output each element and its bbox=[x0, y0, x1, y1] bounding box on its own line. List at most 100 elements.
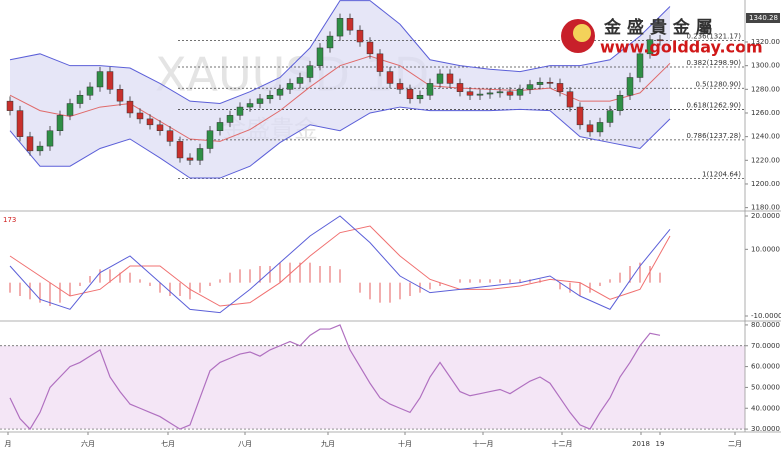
candle-body bbox=[586, 124, 594, 133]
y-tick-label: 1260.00 bbox=[751, 109, 780, 117]
x-tick-label: 十月 bbox=[398, 439, 412, 448]
candle-body bbox=[566, 91, 574, 108]
x-tick-label: 19 bbox=[656, 440, 665, 448]
x-tick-label: 十二月 bbox=[552, 439, 573, 448]
x-tick-label: 二月 bbox=[728, 440, 742, 448]
candle-body bbox=[136, 112, 144, 120]
candle-body bbox=[516, 89, 524, 96]
x-tick-label: 七月 bbox=[161, 439, 175, 448]
y-tick-label: 80.0000 bbox=[751, 321, 780, 329]
y-tick-label: 40.0000 bbox=[751, 404, 780, 412]
candle-body bbox=[596, 122, 604, 133]
candle-body bbox=[366, 41, 374, 55]
candle-body bbox=[396, 83, 404, 90]
x-tick-label: 六月 bbox=[81, 439, 95, 448]
fib-label: 0.618(1262.90) bbox=[687, 102, 742, 110]
candle-body bbox=[416, 94, 424, 100]
candle-body bbox=[446, 73, 454, 84]
y-tick-label: 1280.00 bbox=[751, 85, 780, 93]
candle-body bbox=[216, 122, 224, 131]
candle-body bbox=[646, 39, 654, 55]
candle-body bbox=[96, 71, 104, 88]
candle-body bbox=[326, 35, 334, 49]
signal-line bbox=[9, 225, 671, 307]
candle-body bbox=[466, 91, 474, 96]
candle-body bbox=[106, 71, 114, 90]
candle-body bbox=[346, 18, 354, 31]
candle-body bbox=[546, 81, 554, 84]
candle-body bbox=[406, 89, 414, 100]
candle-body bbox=[146, 118, 154, 126]
candle-body bbox=[656, 39, 664, 42]
y-tick-label: 1180.00 bbox=[751, 204, 780, 212]
band-lower bbox=[9, 106, 671, 179]
candle-body bbox=[506, 91, 514, 96]
candle-body bbox=[196, 148, 204, 161]
candle-body bbox=[476, 93, 484, 96]
candle-body bbox=[186, 157, 194, 161]
candle-body bbox=[486, 92, 494, 95]
fib-label: 1(1204.64) bbox=[702, 170, 741, 178]
candle-body bbox=[536, 81, 544, 85]
candle-body bbox=[576, 106, 584, 126]
fib-label: 0.236(1321.17) bbox=[687, 33, 742, 41]
y-tick-label: 20.0000 bbox=[751, 212, 780, 220]
candle-body bbox=[26, 136, 34, 152]
fib-label: 0.382(1298.90) bbox=[687, 59, 742, 67]
candle-body bbox=[176, 141, 184, 159]
candle-body bbox=[36, 145, 44, 152]
logo-mark-inner bbox=[573, 24, 591, 42]
candle-body bbox=[226, 115, 234, 123]
x-tick-label: 十一月 bbox=[473, 439, 494, 448]
candle-body bbox=[456, 83, 464, 92]
candle-body bbox=[426, 83, 434, 96]
candle-body bbox=[56, 115, 64, 131]
macd-line bbox=[9, 215, 671, 314]
logo-title: 金 盛 貴 金 屬 bbox=[603, 17, 713, 38]
candle-body bbox=[156, 124, 164, 131]
band-fill bbox=[10, 0, 670, 179]
candle-body bbox=[376, 53, 384, 72]
candle-body bbox=[116, 89, 124, 102]
y-tick-label: 10.0000 bbox=[751, 245, 780, 253]
x-tick-label: 九月 bbox=[321, 439, 335, 448]
candle-body bbox=[6, 100, 14, 111]
y-tick-label: 1240.00 bbox=[751, 133, 780, 141]
band-upper bbox=[9, 0, 671, 105]
logo-url: www.goldday.com bbox=[600, 38, 763, 57]
price-tag bbox=[746, 13, 780, 24]
candle-body bbox=[266, 94, 274, 100]
candle-body bbox=[636, 53, 644, 78]
candle-body bbox=[86, 86, 94, 96]
candle-body bbox=[436, 73, 444, 84]
y-tick-label: -10.0000 bbox=[751, 312, 781, 320]
candle-body bbox=[236, 106, 244, 116]
candle-body bbox=[16, 110, 24, 137]
candle-body bbox=[626, 77, 634, 96]
candle-body bbox=[296, 77, 304, 84]
candle-body bbox=[46, 130, 54, 147]
candle-body bbox=[306, 65, 314, 78]
candle-body bbox=[126, 100, 134, 114]
candle-body bbox=[616, 94, 624, 111]
fib-label: 0.786(1237.28) bbox=[687, 132, 742, 140]
candle-body bbox=[66, 103, 74, 116]
y-tick-label: 30.0000 bbox=[751, 425, 780, 433]
candle-body bbox=[246, 103, 254, 108]
candle-body bbox=[556, 83, 564, 92]
candle-body bbox=[606, 110, 614, 123]
candle-body bbox=[166, 130, 174, 142]
price-tag-label: 1340.28 bbox=[749, 14, 778, 22]
candle-body bbox=[386, 71, 394, 84]
y-tick-label: 1320.00 bbox=[751, 38, 780, 46]
candle-body bbox=[76, 94, 84, 104]
candle-body bbox=[286, 83, 294, 90]
candle-body bbox=[316, 47, 324, 66]
fib-label: 0.5(1280.90) bbox=[695, 80, 741, 88]
y-tick-label: 50.0000 bbox=[751, 383, 780, 391]
candle-body bbox=[276, 89, 284, 96]
candle-body bbox=[336, 18, 344, 37]
x-tick-label: 月 bbox=[5, 440, 12, 448]
candle-body bbox=[356, 29, 364, 43]
